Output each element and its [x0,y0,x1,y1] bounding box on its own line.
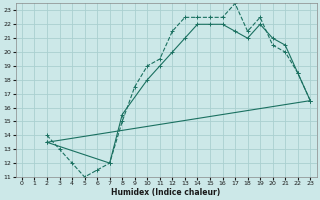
X-axis label: Humidex (Indice chaleur): Humidex (Indice chaleur) [111,188,221,197]
